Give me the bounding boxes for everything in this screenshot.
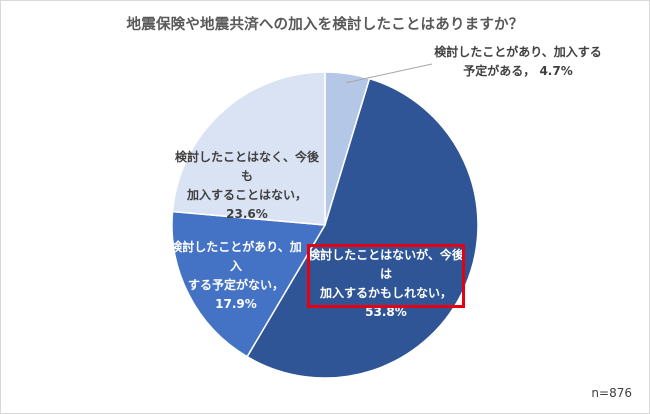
- slice-label-line: 予定がある，: [463, 64, 536, 78]
- slice-label-plan-to-join: 検討したことがあり、加入する 予定がある， 4.7%: [428, 43, 608, 81]
- leader-line-slice-1: [346, 63, 433, 84]
- slice-value: 23.6%: [226, 207, 268, 221]
- slice-label-may-join: 検討したことはないが、今後は 加入するかもしれない， 53.8%: [303, 246, 469, 322]
- slice-label-line: 検討したことがあり、加入: [170, 240, 302, 273]
- slice-label-line: 加入するかもしれない，: [319, 286, 452, 300]
- slice-label-never-join: 検討したことはなく、今後も 加入することはない， 23.6%: [172, 148, 322, 224]
- sample-size-note: n=876: [591, 386, 632, 400]
- chart-title: 地震保険や地震共済への加入を検討したことはありますか？: [126, 17, 524, 33]
- slice-label-line: 加入することはない，: [186, 188, 307, 202]
- slice-label-line: 検討したことはなく、今後も: [174, 150, 319, 183]
- slice-label-line: する予定がない，: [187, 278, 284, 292]
- slice-no-plan-to-join: [171, 210, 327, 358]
- slice-never-join: [171, 71, 326, 226]
- highlight-box: [307, 244, 465, 308]
- slice-value: 53.8%: [365, 305, 407, 319]
- slice-label-line: 検討したことがあり、加入する: [434, 45, 602, 59]
- pie-slices: [171, 71, 479, 379]
- slice-label-no-plan-to-join: 検討したことがあり、加入 する予定がない， 17.9%: [168, 238, 304, 314]
- slice-label-line: 検討したことはないが、今後は: [308, 248, 464, 281]
- slice-value: 4.7%: [539, 64, 573, 78]
- slice-value: 17.9%: [215, 297, 257, 311]
